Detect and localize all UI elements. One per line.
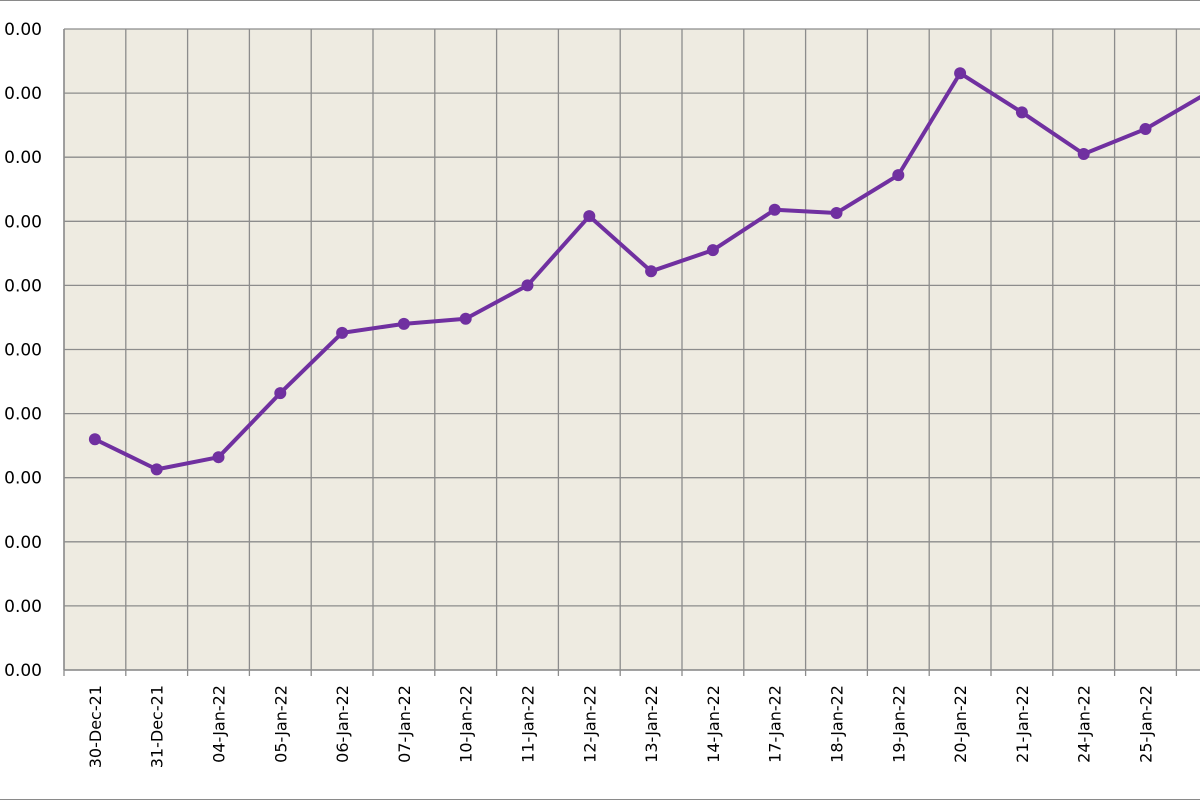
x-tick-label: 13-Jan-22: [642, 685, 661, 763]
x-tick-label: 19-Jan-22: [889, 685, 908, 763]
x-tick-label: 10-Jan-22: [457, 685, 476, 763]
y-tick-label: 0.00: [4, 341, 42, 361]
x-tick-label: 07-Jan-22: [395, 685, 414, 763]
data-point: [645, 265, 658, 278]
x-tick-label: 24-Jan-22: [1075, 685, 1094, 763]
x-tick-label: 12-Jan-22: [580, 685, 599, 763]
data-point: [954, 67, 967, 80]
x-tick-label: 14-Jan-22: [704, 685, 723, 763]
x-tick-label: 20-Jan-22: [951, 685, 970, 763]
x-axis-tick-labels: 30-Dec-21 31-Dec-21 04-Jan-22 05-Jan-22 06-J…: [86, 685, 1200, 768]
y-tick-label: 0.00: [4, 533, 42, 553]
x-tick-label: 18-Jan-22: [828, 685, 847, 763]
x-tick-label: 04-Jan-22: [210, 685, 229, 763]
data-point: [459, 312, 472, 325]
data-point: [397, 317, 410, 330]
data-point: [892, 169, 905, 182]
data-point: [1015, 106, 1028, 119]
y-tick-label: 0.00: [4, 212, 42, 232]
data-point: [336, 326, 349, 339]
y-tick-label: 0.00: [4, 276, 42, 296]
data-point: [521, 279, 534, 292]
y-tick-label: 0.00: [4, 597, 42, 617]
x-tick-label: 30-Dec-21: [86, 685, 105, 768]
y-axis-tick-labels: 0.00 0.00 0.00 0.00 0.00 0.00 0.00 0.00 0.00 0.00…: [4, 20, 42, 681]
series-layer: [88, 67, 1200, 476]
x-tick-label: 11-Jan-22: [519, 685, 538, 763]
gridlines: [63, 28, 1200, 676]
data-point: [706, 244, 719, 257]
x-tick-label: 17-Jan-22: [766, 685, 785, 763]
y-tick-label: 0.00: [4, 20, 42, 40]
data-point: [830, 206, 843, 219]
data-point: [1077, 147, 1090, 160]
y-tick-label: 0.00: [4, 469, 42, 489]
data-point: [150, 463, 163, 476]
data-point: [88, 433, 101, 446]
x-tick-label: 21-Jan-22: [1013, 685, 1032, 763]
x-tick-label: 25-Jan-22: [1137, 685, 1156, 763]
data-point: [768, 203, 781, 216]
data-point: [274, 387, 287, 400]
y-tick-label: 0.00: [4, 405, 42, 425]
x-tick-label: 31-Dec-21: [148, 685, 167, 768]
data-point: [583, 210, 596, 223]
y-tick-label: 0.00: [4, 661, 42, 681]
y-tick-label: 0.00: [4, 148, 42, 168]
x-tick-label: 05-Jan-22: [271, 685, 290, 763]
y-tick-label: 0.00: [4, 84, 42, 104]
data-point: [212, 451, 225, 464]
data-point: [1139, 122, 1152, 135]
x-tick-label: 26-Jan-22: [1198, 685, 1200, 763]
x-tick-label: 06-Jan-22: [333, 685, 352, 763]
